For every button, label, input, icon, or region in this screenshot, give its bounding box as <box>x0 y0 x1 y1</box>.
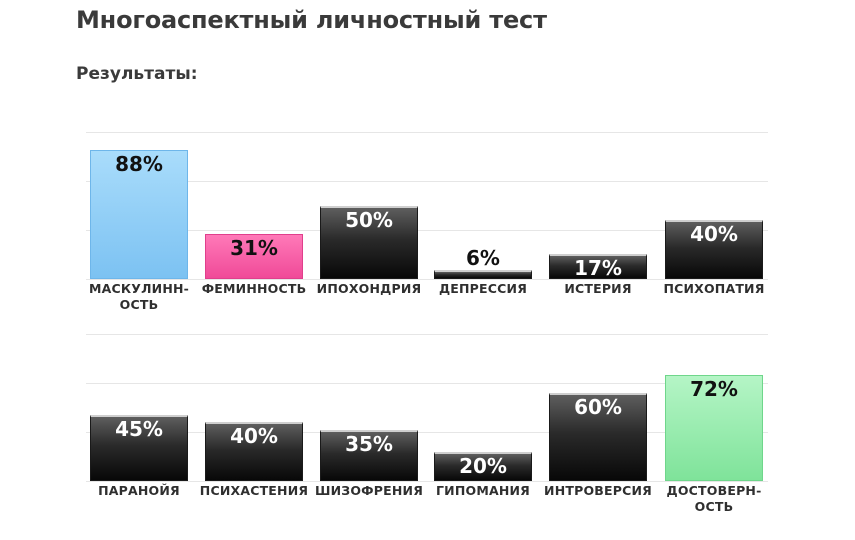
page-title: Многоаспектный личностный тест <box>76 6 547 34</box>
category-label-line: ИПОХОНДРИЯ <box>316 281 422 296</box>
bar <box>434 270 532 279</box>
bar-value-label: 45% <box>115 417 163 441</box>
category-label-line: ГИПОМАНИЯ <box>436 483 530 498</box>
bar <box>665 375 763 481</box>
gridline <box>86 181 768 182</box>
gridline <box>86 432 768 433</box>
bar-value-label: 31% <box>230 236 278 260</box>
bar-value-label: 40% <box>230 424 278 448</box>
gridline <box>86 230 768 231</box>
bar-value-label: 60% <box>574 395 622 419</box>
bar <box>549 393 647 481</box>
category-label-line: ПАРАНОЙЯ <box>98 483 180 498</box>
category-label-line: ОСТЬ <box>119 297 159 312</box>
results-label: Результаты: <box>76 64 198 84</box>
bar <box>665 220 763 279</box>
bar <box>320 430 418 481</box>
bar <box>320 206 418 279</box>
category-label: ФЕМИННОСТЬ <box>197 281 312 297</box>
gridline <box>86 334 768 335</box>
category-label-line: МАСКУЛИНН- <box>88 281 190 296</box>
category-label-line: ПСИХАСТЕНИЯ <box>199 483 309 498</box>
category-label-line: ДЕПРЕССИЯ <box>438 281 528 296</box>
category-label: ГИПОМАНИЯ <box>426 483 541 499</box>
gridline <box>86 279 768 280</box>
bar-value-label: 50% <box>345 208 393 232</box>
bar-value-label: 72% <box>690 377 738 401</box>
bar <box>434 452 532 481</box>
bar-value-label: 6% <box>466 246 500 270</box>
category-label: ПСИХАСТЕНИЯ <box>197 483 312 499</box>
bar <box>90 415 188 481</box>
bar <box>549 254 647 279</box>
category-label-line: ПСИХОПАТИЯ <box>663 281 765 296</box>
gridline <box>86 481 768 482</box>
bar-value-label: 35% <box>345 432 393 456</box>
category-label: ДОСТОВЕРН- ОСТЬ <box>657 483 772 515</box>
gridline <box>86 383 768 384</box>
category-label: ШИЗОФРЕНИЯ <box>312 483 427 499</box>
category-label: МАСКУЛИНН- ОСТЬ <box>82 281 197 313</box>
bar-value-label: 17% <box>574 256 622 280</box>
category-label-line: ОСТЬ <box>694 499 734 514</box>
category-label: ДЕПРЕССИЯ <box>426 281 541 297</box>
bar <box>205 422 303 481</box>
category-label-line: ИНТРОВЕРСИЯ <box>544 483 652 498</box>
category-label-line: ИСТЕРИЯ <box>564 281 632 296</box>
category-label: ИНТРОВЕРСИЯ <box>541 483 656 499</box>
bar-value-label: 20% <box>459 454 507 478</box>
category-label: ИПОХОНДРИЯ <box>312 281 427 297</box>
category-label-line: ФЕМИННОСТЬ <box>201 281 307 296</box>
category-label: ПСИХОПАТИЯ <box>657 281 772 297</box>
bar <box>90 150 188 279</box>
category-label-line: ШИЗОФРЕНИЯ <box>314 483 424 498</box>
bar-value-label: 40% <box>690 222 738 246</box>
category-label-line: ДОСТОВЕРН- <box>666 483 762 498</box>
chart-panel-1: 88% МАСКУЛИНН- ОСТЬ 31% ФЕМИННОСТЬ 50% ИПОХОНД… <box>82 132 772 313</box>
gridline <box>86 132 768 133</box>
category-label: ИСТЕРИЯ <box>541 281 656 297</box>
bar <box>205 234 303 279</box>
bar-value-label: 88% <box>115 152 163 176</box>
category-label: ПАРАНОЙЯ <box>82 483 197 499</box>
